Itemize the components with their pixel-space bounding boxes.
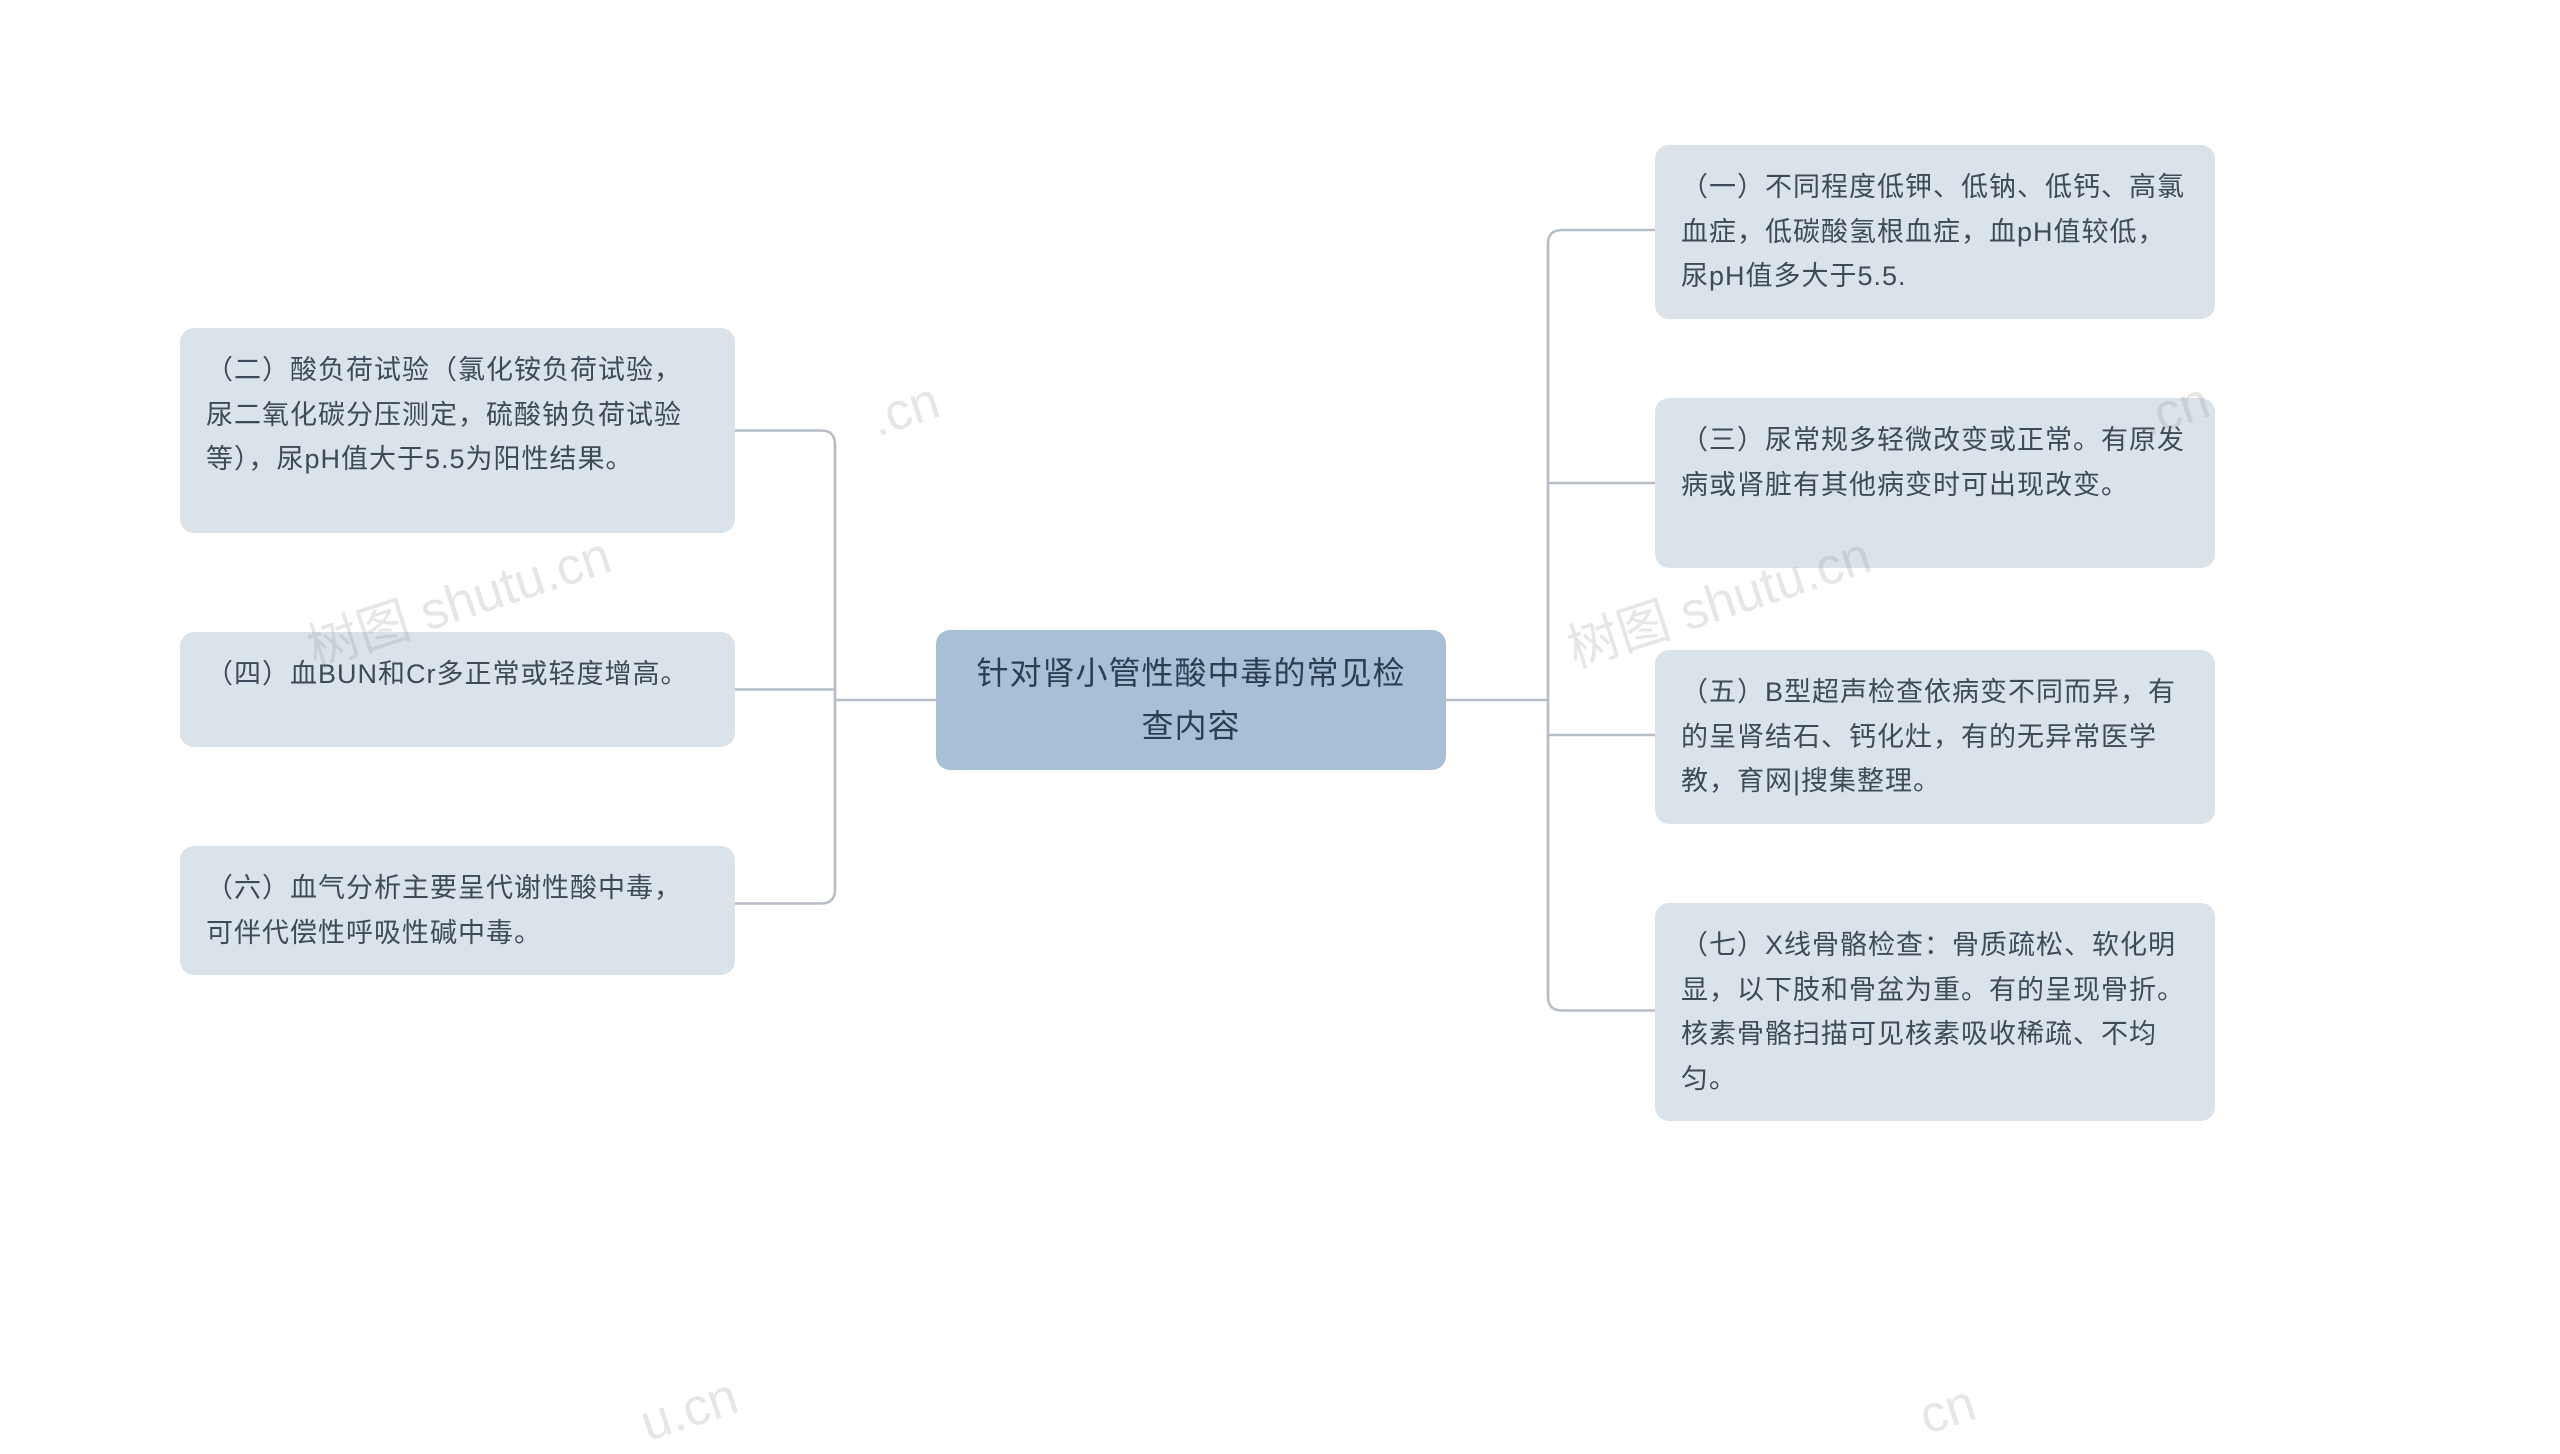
leaf-node-1: （一）不同程度低钾、低钠、低钙、高氯血症，低碳酸氢根血症，血pH值较低，尿pH值… bbox=[1655, 145, 2215, 319]
watermark: .cn bbox=[862, 371, 947, 450]
leaf-node-7: （七）X线骨骼检查：骨质疏松、软化明显，以下肢和骨盆为重。有的呈现骨折。核素骨骼… bbox=[1655, 903, 2215, 1121]
leaf-node-2: （二）酸负荷试验（氯化铵负荷试验，尿二氧化碳分压测定，硫酸钠负荷试验等），尿pH… bbox=[180, 328, 735, 533]
leaf-node-6: （六）血气分析主要呈代谢性酸中毒，可伴代偿性呼吸性碱中毒。 bbox=[180, 846, 735, 975]
center-node: 针对肾小管性酸中毒的常见检查内容 bbox=[936, 630, 1446, 770]
leaf-node-4: （四）血BUN和Cr多正常或轻度增高。 bbox=[180, 632, 735, 747]
watermark: u.cn bbox=[633, 1366, 745, 1453]
leaf-node-3: （三）尿常规多轻微改变或正常。有原发病或肾脏有其他病变时可出现改变。 bbox=[1655, 398, 2215, 568]
watermark: cn bbox=[1912, 1373, 1983, 1447]
leaf-node-5: （五）B型超声检查依病变不同而异，有的呈肾结石、钙化灶，有的无异常医学教，育网|… bbox=[1655, 650, 2215, 824]
mindmap-canvas: 针对肾小管性酸中毒的常见检查内容 （二）酸负荷试验（氯化铵负荷试验，尿二氧化碳分… bbox=[0, 0, 2560, 1419]
